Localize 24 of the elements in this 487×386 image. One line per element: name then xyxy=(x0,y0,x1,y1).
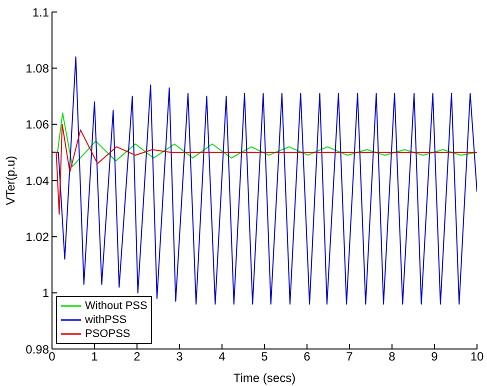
y-axis-title: VTer(p.u) xyxy=(3,156,18,206)
y-tick-label: 1 xyxy=(42,286,50,300)
legend-label: PSOPSS xyxy=(85,327,130,341)
y-tick-label: 1.08 xyxy=(26,61,50,76)
x-tick-label: 5 xyxy=(261,350,268,364)
x-tick-label: 1 xyxy=(91,350,98,364)
x-tick-label: 7 xyxy=(346,350,354,364)
y-tick-label: 0.98 xyxy=(26,342,50,356)
y-tick-label: 1.06 xyxy=(26,118,50,132)
y-tick-label: 1.04 xyxy=(26,174,50,188)
x-tick-label: 0 xyxy=(48,350,56,364)
x-tick-label: 2 xyxy=(134,350,141,364)
legend-label: withPSS xyxy=(85,313,127,327)
x-tick-label: 6 xyxy=(304,350,311,364)
legend-label: Without PSS xyxy=(85,299,148,313)
x-tick-label: 3 xyxy=(176,350,184,364)
x-tick-label: 8 xyxy=(388,350,396,364)
line-series xyxy=(52,124,477,215)
y-tick-label: 1.02 xyxy=(26,230,50,244)
x-tick-label: 4 xyxy=(218,350,226,364)
x-tick-label: 10 xyxy=(470,350,484,364)
x-axis-title: Time (secs) xyxy=(233,371,296,385)
x-tick-label: 9 xyxy=(431,350,438,364)
y-tick-label: 1.1 xyxy=(32,5,50,20)
